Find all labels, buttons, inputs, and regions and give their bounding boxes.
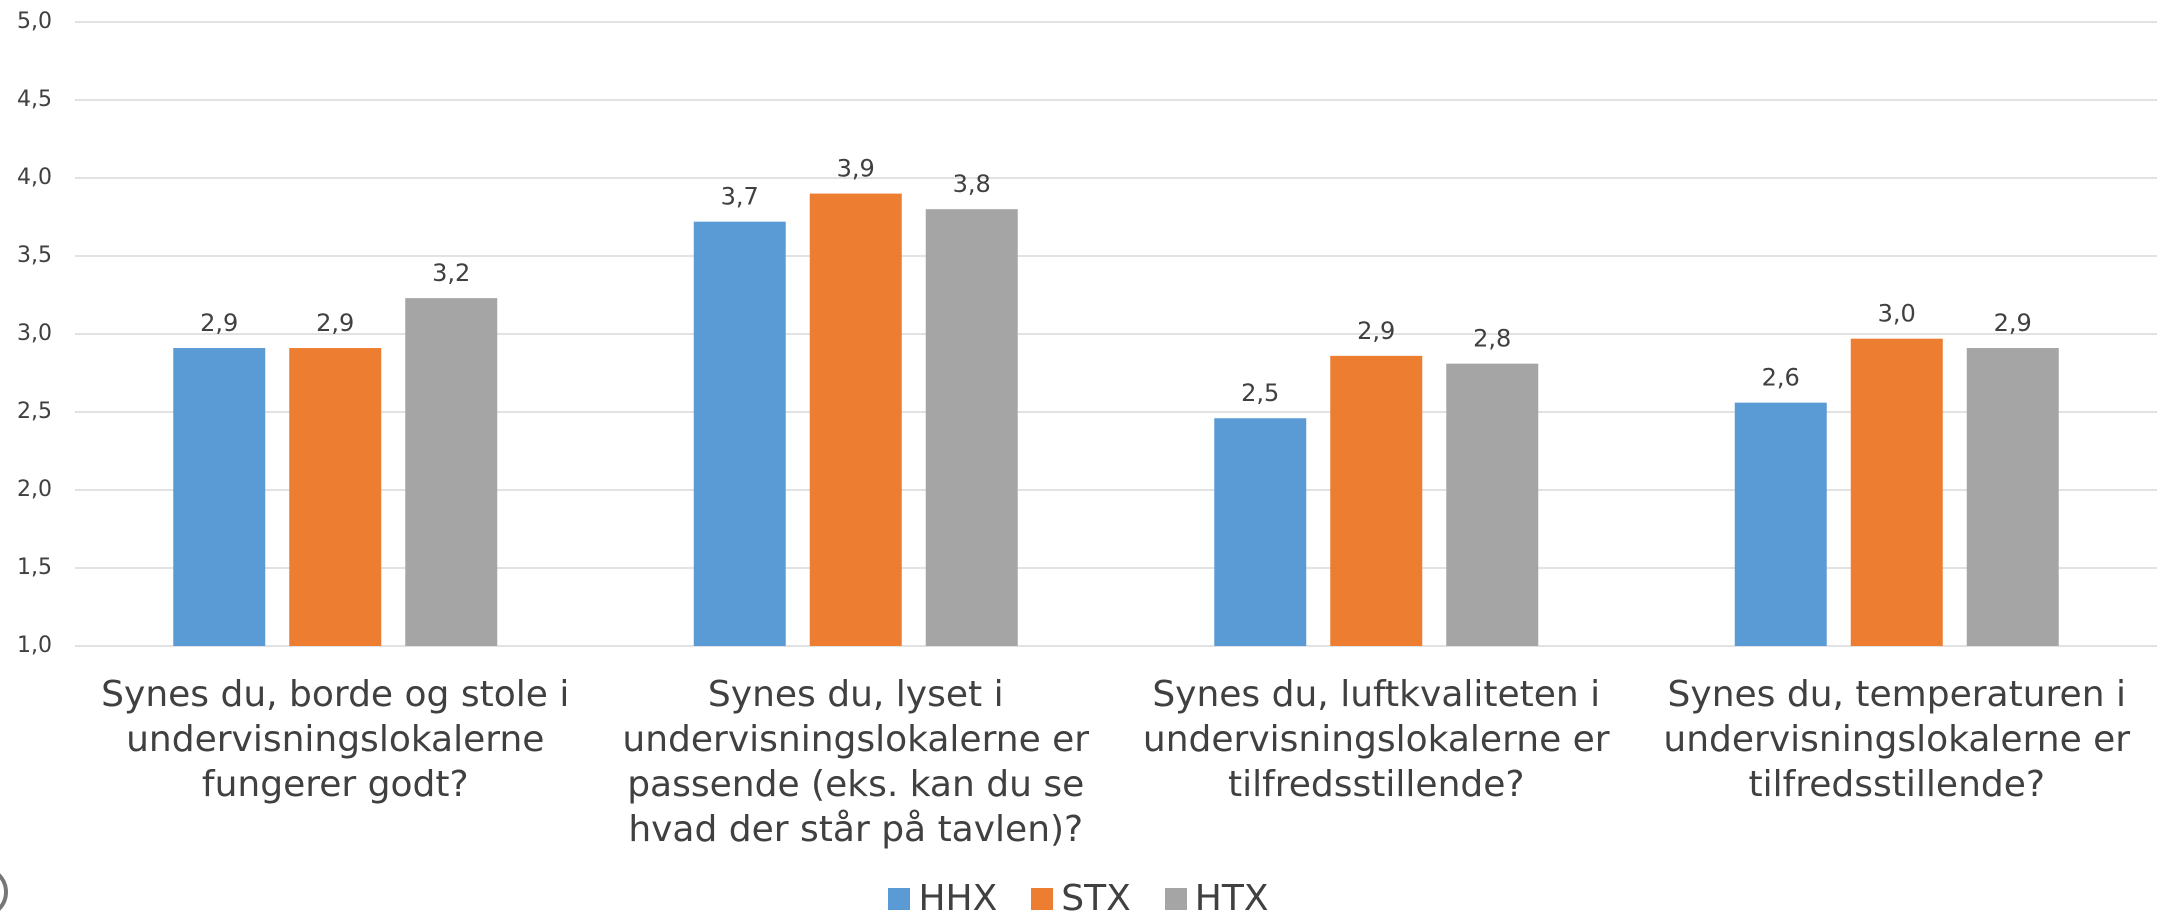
bar [1330, 355, 1423, 646]
legend-label: HTX [1194, 878, 1269, 919]
bar [173, 348, 266, 646]
x-tick-label: Synes du, borde og stole i undervisnings… [101, 674, 570, 805]
y-tick-label: 5,0 [17, 9, 52, 34]
bar [1446, 363, 1539, 646]
legend-item: HTX [1164, 878, 1269, 919]
legend-item: STX [1031, 878, 1131, 919]
data-label: 2,9 [1357, 317, 1395, 345]
data-label: 2,5 [1241, 379, 1279, 407]
data-label: 3,8 [953, 170, 991, 198]
bar [809, 193, 902, 646]
bar [1850, 338, 1943, 646]
y-tick-label: 3,5 [17, 243, 52, 268]
x-tick-label: Synes du, luftkvaliteten i undervisnings… [1142, 674, 1610, 805]
bar [1966, 348, 2059, 646]
bar [289, 348, 382, 646]
legend-item: HHX [888, 878, 997, 919]
y-tick-label: 1,5 [17, 555, 52, 580]
y-tick-label: 2,5 [17, 399, 52, 424]
y-tick-label: 4,5 [17, 87, 52, 112]
bar [1214, 418, 1307, 646]
data-label: 3,2 [432, 259, 470, 287]
data-label: 3,7 [721, 183, 759, 211]
data-label: 2,6 [1762, 364, 1800, 392]
data-label: 3,9 [837, 155, 875, 183]
y-tick-label: 2,0 [17, 477, 52, 502]
data-label: 3,0 [1878, 300, 1916, 328]
decoration [0, 873, 8, 911]
x-tick-label: Synes du, lyset i undervisningslokalerne… [622, 674, 1090, 850]
legend-swatch [888, 887, 911, 910]
bar [693, 221, 786, 646]
legend-label: HHX [918, 878, 998, 919]
data-label: 2,9 [316, 309, 354, 337]
legend: HHX STX HTX [0, 878, 2157, 919]
bar [405, 298, 498, 646]
y-tick-label: 4,0 [17, 165, 52, 190]
legend-swatch [1031, 887, 1054, 910]
legend-swatch [1164, 887, 1187, 910]
data-label: 2,8 [1473, 325, 1511, 353]
bar [925, 209, 1018, 646]
data-label: 2,9 [200, 309, 238, 337]
y-tick-label: 3,0 [17, 321, 52, 346]
y-tick-label: 1,0 [17, 633, 52, 658]
x-tick-label: Synes du, temperaturen i undervisningslo… [1663, 674, 2131, 805]
data-label: 2,9 [1994, 309, 2032, 337]
legend-label: STX [1061, 878, 1131, 919]
bar [1734, 402, 1827, 646]
